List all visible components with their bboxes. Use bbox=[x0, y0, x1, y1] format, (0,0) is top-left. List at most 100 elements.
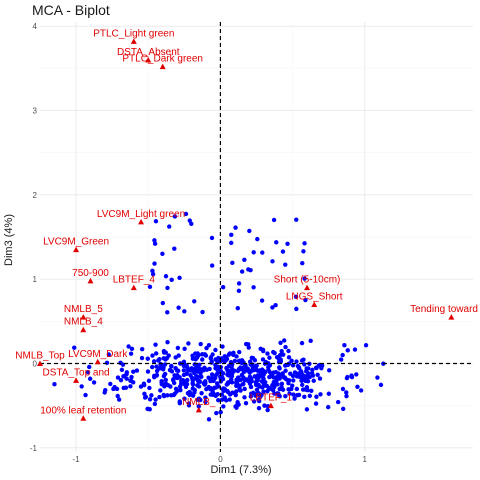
individual-point bbox=[195, 383, 200, 388]
variable-marker bbox=[311, 301, 318, 307]
individual-point bbox=[272, 379, 277, 385]
individual-point bbox=[243, 341, 249, 347]
individual-point bbox=[266, 367, 271, 372]
individual-point bbox=[145, 406, 150, 412]
individual-point bbox=[115, 393, 120, 399]
individual-point bbox=[154, 364, 159, 369]
individual-point bbox=[236, 281, 242, 286]
variable-label: LBTEF_4 bbox=[113, 275, 156, 286]
individual-point bbox=[314, 365, 319, 371]
individual-point bbox=[163, 377, 168, 383]
individual-point bbox=[265, 407, 270, 413]
variable-label: LBTEF_1 bbox=[250, 393, 293, 404]
individual-point bbox=[165, 339, 170, 345]
individual-point bbox=[248, 384, 254, 390]
variable-marker bbox=[80, 314, 87, 320]
individual-point bbox=[198, 397, 203, 403]
individual-point bbox=[251, 390, 256, 396]
individual-point bbox=[354, 372, 359, 377]
individual-point bbox=[283, 394, 288, 399]
individual-point bbox=[255, 236, 260, 242]
individual-point bbox=[247, 228, 252, 234]
individual-point bbox=[287, 391, 292, 396]
individual-point bbox=[345, 348, 350, 353]
individual-point bbox=[275, 391, 280, 396]
individual-point bbox=[226, 352, 232, 357]
individual-point bbox=[283, 368, 288, 373]
individual-point bbox=[300, 387, 306, 392]
individual-point bbox=[244, 377, 249, 382]
individual-point bbox=[182, 396, 187, 401]
individual-point bbox=[152, 261, 157, 266]
variable-marker bbox=[80, 326, 87, 333]
individual-point bbox=[128, 351, 134, 356]
individual-point bbox=[190, 382, 196, 387]
individual-point bbox=[289, 386, 294, 392]
individual-point bbox=[115, 375, 121, 380]
individual-point bbox=[129, 346, 135, 351]
individual-point bbox=[283, 262, 288, 267]
individual-point bbox=[83, 392, 88, 398]
individual-point bbox=[235, 399, 240, 405]
variable-label: Short (5-10cm) bbox=[274, 275, 341, 286]
individual-point bbox=[291, 392, 296, 397]
individual-point bbox=[254, 363, 259, 368]
individual-point bbox=[286, 355, 292, 360]
y-tick-label: 2 bbox=[33, 191, 38, 200]
individual-point bbox=[251, 285, 256, 290]
individual-point bbox=[273, 302, 278, 308]
individual-point bbox=[218, 409, 223, 415]
individual-point bbox=[190, 393, 196, 398]
individual-point bbox=[124, 371, 129, 377]
individual-point bbox=[278, 357, 283, 362]
variable-label: NMLB_4 bbox=[64, 317, 103, 328]
individual-point bbox=[261, 368, 266, 374]
individual-point bbox=[278, 352, 283, 358]
individual-point bbox=[293, 294, 299, 299]
individual-point bbox=[214, 381, 220, 386]
individual-point bbox=[237, 358, 243, 364]
individual-point bbox=[267, 386, 273, 391]
individual-point bbox=[280, 249, 286, 254]
individual-point bbox=[222, 387, 228, 392]
individual-point bbox=[248, 267, 253, 273]
individual-point bbox=[307, 374, 312, 380]
individual-point bbox=[161, 350, 167, 355]
individual-point bbox=[159, 379, 164, 384]
individual-point bbox=[129, 374, 134, 380]
variable-marker bbox=[159, 63, 166, 70]
individual-point bbox=[326, 404, 331, 410]
individual-point bbox=[301, 249, 306, 254]
individual-point bbox=[172, 391, 177, 397]
individual-point bbox=[147, 385, 152, 391]
individual-point bbox=[261, 348, 266, 354]
individual-point bbox=[147, 284, 153, 290]
individual-point bbox=[111, 386, 116, 392]
individual-point bbox=[162, 362, 168, 367]
variable-marker bbox=[267, 402, 274, 409]
individual-point bbox=[142, 391, 147, 397]
individual-point bbox=[198, 370, 203, 376]
individual-point bbox=[160, 367, 166, 372]
individual-point bbox=[210, 392, 216, 398]
variable-label: DSTA_Top and bbox=[43, 367, 110, 378]
individual-point bbox=[87, 376, 93, 381]
individual-point bbox=[146, 378, 152, 384]
individual-point bbox=[198, 341, 203, 347]
individual-point bbox=[256, 405, 262, 411]
individual-point bbox=[229, 364, 234, 370]
individual-point bbox=[169, 363, 174, 369]
individual-point bbox=[298, 369, 304, 374]
individual-point bbox=[243, 368, 249, 373]
individual-point bbox=[247, 381, 253, 386]
individual-point bbox=[206, 343, 212, 348]
individual-point bbox=[139, 355, 145, 361]
individual-point bbox=[267, 355, 272, 360]
individual-point bbox=[299, 340, 305, 346]
individual-point bbox=[250, 363, 255, 369]
individual-point bbox=[242, 395, 247, 400]
individual-point bbox=[270, 305, 275, 310]
individual-point bbox=[152, 241, 158, 246]
individual-point bbox=[259, 298, 265, 303]
